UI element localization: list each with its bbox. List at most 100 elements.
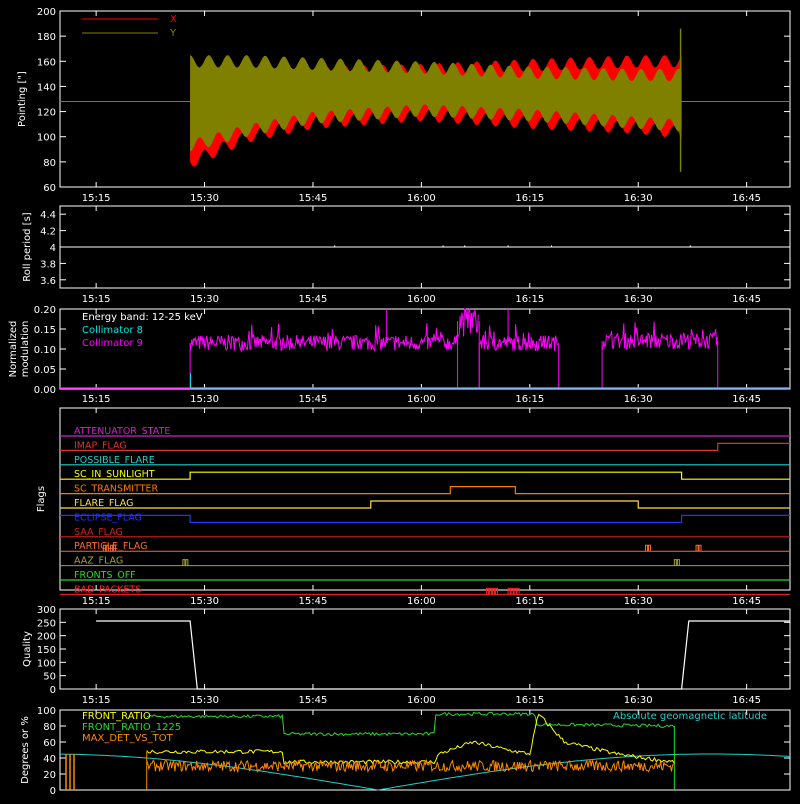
x-tick-label: 16:15 [515, 394, 544, 405]
legend-max-det-vs-tot: MAX_DET_VS_TOT [82, 733, 174, 744]
y-tick-label: 300 [37, 605, 56, 616]
y-tick-label: 140 [37, 82, 56, 93]
y-tick-label: 80 [43, 722, 56, 733]
ratios-axes-frame [59, 709, 791, 791]
y-tick-label: 150 [37, 645, 56, 656]
x-tick-label: 16:45 [732, 394, 761, 405]
flag-label-aaz_flag: AAZ_FLAG [74, 556, 123, 567]
x-tick-label: 15:15 [82, 394, 111, 405]
x-tick-label: 16:30 [624, 695, 653, 706]
collimator9-trace [601, 321, 718, 351]
legend-front-ratio: FRONT_RATIO [82, 711, 151, 722]
legend-collimator8: Collimator 8 [82, 325, 143, 336]
x-tick-label: 15:15 [82, 193, 111, 204]
x-tick-label: 16:00 [407, 294, 436, 305]
flag-pulse-particle_flag [102, 544, 106, 552]
y-tick-label: 100 [37, 133, 56, 144]
flag-label-attenuator_state: ATTENUATOR_STATE [74, 426, 170, 437]
flag-pulse-bad_packets [516, 587, 520, 595]
front-ratio-1225-line [146, 711, 675, 737]
y-tick-label: 40 [43, 754, 56, 765]
flag-label-fronts_off: FRONTS_OFF [74, 570, 136, 581]
pointing-panel: 60 80 100 120 140 160 180 200 15:15 15:30 15:45 16… [17, 7, 791, 204]
legend-front-ratio-1225: FRONT_RATIO_1225 [82, 722, 181, 733]
x-tick-label: 16:45 [732, 596, 761, 607]
flag-pulse-aaz_flag [185, 559, 189, 566]
x-tick-label: 15:30 [190, 294, 219, 305]
collimator9-trace [457, 307, 479, 337]
y-tick-label: 0.20 [34, 305, 56, 316]
legend-x-label: X [170, 14, 177, 25]
flag-pulse-bad_packets [494, 587, 498, 595]
y-tick-label: 60 [43, 738, 56, 749]
pointing-axes-frame [59, 10, 791, 188]
flag-line-sc_in_sunlight [60, 471, 790, 480]
y-tick-label: 20 [43, 770, 56, 781]
y-tick-label: 100 [37, 706, 56, 717]
quality-ylabel: Quality [22, 631, 33, 667]
flag-label-flare_flag: FLARE_FLAG [74, 498, 134, 509]
y-tick-label: 3.8 [40, 259, 56, 270]
legend-y-label: Y [169, 28, 177, 39]
max-det-vs-tot-line [146, 758, 675, 774]
x-tick-label: 15:45 [299, 596, 328, 607]
flag-pulse-particle_flag [644, 544, 648, 552]
x-tick-label: 16:15 [515, 596, 544, 607]
y-tick-label: 160 [37, 57, 56, 68]
flag-pulse-bad_packets [513, 587, 517, 595]
flag-label-sc_transmitter: SC_TRANSMITTER [74, 484, 159, 495]
flag-pulse-particle_flag [105, 544, 109, 552]
flag-line-sc_transmitter [60, 486, 790, 495]
flag-label-saa_flag: SAA_FLAG [74, 527, 123, 538]
flags-panel: 15:15 15:30 15:45 16:00 16:15 16:30 16:45 ATTE… [36, 407, 791, 607]
x-tick-label: 15:45 [299, 193, 328, 204]
flag-pulse-bad_packets [510, 587, 514, 595]
energy-band-annotation: Energy band: 12-25 keV [82, 312, 203, 323]
flag-pulse-particle_flag [698, 544, 702, 552]
y-tick-label: 50 [43, 672, 56, 683]
flag-label-eclipse_flag: ECLIPSE_FLAG [74, 512, 142, 523]
x-tick-label: 15:30 [190, 596, 219, 607]
y-tick-label: 120 [37, 108, 56, 119]
y-tick-label: 0 [50, 685, 56, 696]
x-tick-label: 16:00 [407, 596, 436, 607]
flag-pulse-particle_flag [113, 544, 117, 552]
roll-panel: 3.6 3.8 4 4.2 4.4 15:15 15:30 15:45 16:00 16:15 1… [22, 205, 791, 305]
pointing-ylabel: Pointing ["] [17, 71, 28, 127]
flag-pulse-particle_flag [695, 544, 699, 552]
y-tick-label: 4.2 [40, 227, 56, 238]
flag-line-eclipse_flag [60, 514, 790, 523]
x-tick-label: 15:15 [82, 695, 111, 706]
x-tick-label: 16:45 [732, 193, 761, 204]
geomag-latitude-line [60, 753, 791, 791]
flag-label-possible_flare: POSSIBLE_FLARE [74, 455, 155, 466]
y-tick-label: 200 [37, 632, 56, 643]
flags-axes-frame [59, 407, 791, 591]
flag-pulse-particle_flag [110, 544, 114, 552]
y-tick-label: 60 [43, 183, 56, 194]
modulation-ylabel-2: modulation [20, 321, 31, 378]
y-tick-label: 4.4 [40, 210, 56, 221]
ratios-ylabel: Degrees or % [20, 716, 31, 784]
y-tick-label: 250 [37, 618, 56, 629]
y-tick-label: 0.10 [34, 345, 56, 356]
y-tick-label: 0.15 [34, 325, 56, 336]
x-tick-label: 15:45 [299, 394, 328, 405]
legend-geomag-latitude: Absolute geomagnetic latitude [613, 711, 767, 722]
modulation-ylabel-1: Normalized [8, 321, 19, 378]
x-tick-label: 16:30 [624, 193, 653, 204]
y-tick-label: 0 [50, 786, 56, 797]
flag-pulse-bad_packets [488, 587, 492, 595]
x-tick-label: 16:30 [624, 394, 653, 405]
x-tick-label: 16:00 [407, 193, 436, 204]
y-tick-label: 4 [50, 243, 56, 254]
y-tick-label: 180 [37, 32, 56, 43]
flag-label-idpu_flag_hf: IMAP_FLAG [74, 440, 127, 451]
y-tick-label: 200 [37, 7, 56, 18]
x-tick-label: 16:45 [732, 695, 761, 706]
x-tick-label: 16:00 [407, 695, 436, 706]
x-tick-label: 15:45 [299, 294, 328, 305]
flag-line-flare_flag [60, 500, 790, 509]
flag-label-sc_in_sunlight: SC_IN_SUNLIGHT [74, 469, 155, 480]
